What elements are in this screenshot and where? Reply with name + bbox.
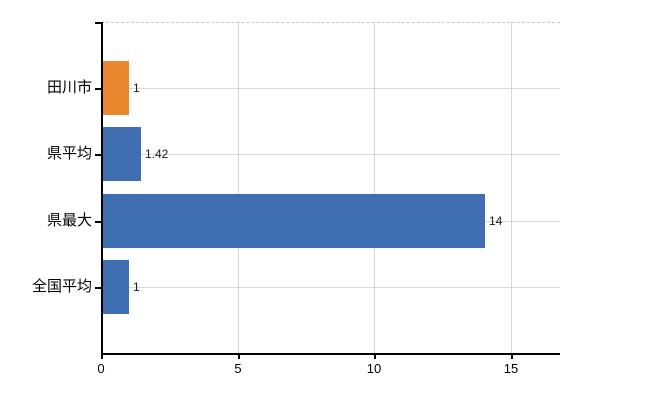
x-tick-mark	[374, 353, 376, 359]
y-axis-line	[101, 22, 103, 353]
plot-area: 1 1.42 14 1	[101, 22, 560, 353]
value-label: 1	[133, 280, 140, 294]
value-label: 1.42	[145, 147, 169, 161]
x-tick-mark	[238, 353, 240, 359]
bar	[102, 127, 141, 181]
horizontal-gridline	[101, 287, 560, 288]
horizontal-gridline	[101, 88, 560, 89]
value-label: 14	[489, 214, 503, 228]
y-tick-mark	[95, 221, 101, 223]
vertical-gridline	[238, 22, 239, 353]
value-label: 1	[133, 81, 140, 95]
bar	[102, 194, 485, 248]
y-tick-mark	[95, 154, 101, 156]
x-tick-label: 10	[366, 361, 382, 376]
bar	[102, 61, 129, 115]
vertical-gridline	[374, 22, 375, 353]
x-tick-mark	[101, 353, 103, 359]
category-label: 県最大	[46, 212, 92, 229]
x-tick-label: 0	[97, 361, 105, 376]
x-tick-mark	[511, 353, 513, 359]
plot-top-border	[101, 22, 560, 23]
y-tick-mark	[95, 287, 101, 289]
bar	[102, 260, 129, 314]
x-tick-label: 5	[234, 361, 242, 376]
category-label: 全国平均	[31, 278, 92, 295]
y-tick-mark	[95, 88, 101, 90]
vertical-gridline	[511, 22, 512, 353]
y-axis-end-tick	[95, 22, 101, 24]
category-label: 田川市	[46, 79, 92, 96]
x-tick-label: 15	[503, 361, 519, 376]
x-axis-line	[101, 353, 560, 355]
horizontal-gridline	[101, 154, 560, 155]
category-label: 県平均	[46, 145, 92, 162]
